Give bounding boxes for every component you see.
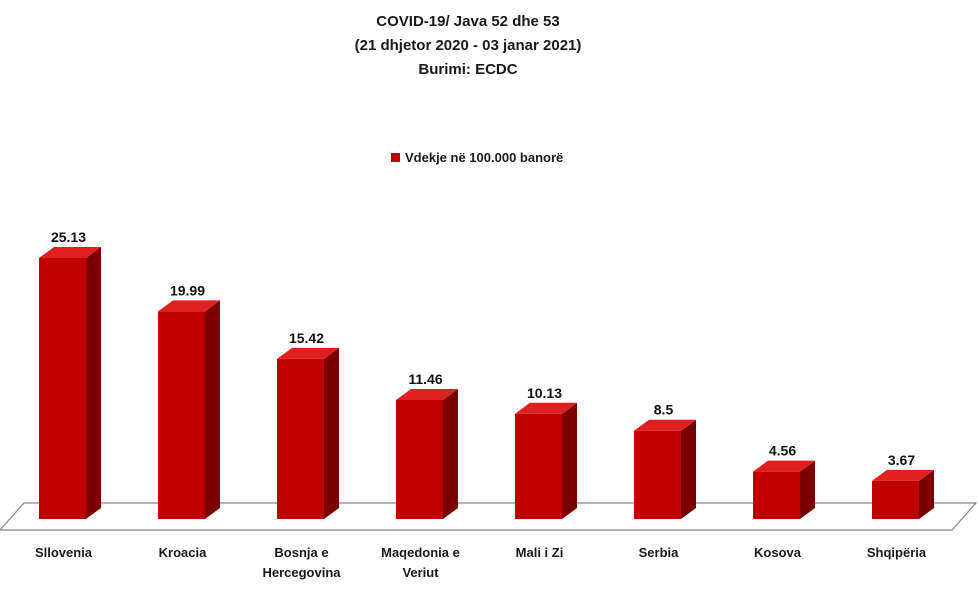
bar-front — [753, 471, 800, 519]
bar-top — [515, 402, 577, 414]
bar-series — [39, 247, 934, 519]
value-label: 19.99 — [170, 282, 205, 298]
bar-front — [158, 311, 205, 519]
bar — [396, 388, 458, 519]
category-label-line: Kroacia — [159, 545, 207, 560]
bar-front — [515, 413, 562, 519]
bar-top — [396, 388, 458, 400]
value-label: 3.67 — [888, 452, 915, 468]
bar-front — [39, 258, 86, 519]
category-label: Mali i Zi — [516, 545, 564, 560]
category-labels: Sllovenia Kroacia Bosnja e Hercegovina Maqed… — [35, 545, 927, 580]
bar-top — [277, 347, 339, 359]
legend-swatch — [391, 153, 400, 162]
bar-side — [919, 469, 934, 519]
value-label: 11.46 — [408, 371, 442, 387]
bar — [158, 300, 220, 519]
chart-title-line-3: Burimi: ECDC — [418, 61, 517, 78]
bar-top — [872, 469, 934, 481]
bar-side — [443, 388, 458, 519]
category-label-line: Kosova — [754, 545, 802, 560]
bar — [872, 469, 934, 519]
category-label: Shqipëria — [867, 545, 927, 560]
bar-top — [39, 247, 101, 258]
category-label-line: Shqipëria — [867, 545, 927, 560]
bar-front — [872, 480, 919, 519]
bar — [634, 419, 696, 519]
category-label-line: Veriut — [402, 565, 439, 580]
chart-title: COVID-19/ Java 52 dhe 53 (21 dhjetor 202… — [355, 13, 582, 78]
bar-top — [158, 300, 220, 312]
chart-legend: Vdekje në 100.000 banorë — [391, 150, 563, 165]
data-labels: 25.13 19.99 15.42 11.46 10.13 8.5 4.56 3.67 — [51, 229, 915, 468]
bar-side — [562, 402, 577, 519]
bar-top — [753, 460, 815, 472]
legend-entry-label: Vdekje në 100.000 banorë — [405, 150, 563, 165]
category-label: Sllovenia — [35, 545, 93, 560]
bar-front — [277, 358, 324, 519]
value-label: 10.13 — [527, 385, 562, 401]
category-label-line: Bosnja e — [274, 545, 328, 560]
floor-plane — [0, 502, 978, 531]
category-label-line: Serbia — [639, 545, 680, 560]
bar-side — [681, 419, 696, 519]
value-label: 25.13 — [51, 229, 86, 245]
bar-top — [634, 419, 696, 431]
category-label-line: Maqedonia e — [381, 545, 460, 560]
bar-side — [324, 347, 339, 519]
bar — [753, 460, 815, 519]
value-label: 4.56 — [769, 443, 796, 459]
category-label: Bosnja e Hercegovina — [262, 545, 341, 580]
chart-floor — [0, 502, 978, 531]
bar — [515, 402, 577, 519]
category-label: Kosova — [754, 545, 802, 560]
category-label: Maqedonia e Veriut — [381, 545, 460, 580]
category-label-line: Mali i Zi — [516, 545, 564, 560]
bar — [39, 247, 101, 519]
category-label: Kroacia — [159, 545, 207, 560]
bar-front — [396, 399, 443, 519]
value-label: 8.5 — [654, 402, 674, 418]
category-label-line: Hercegovina — [262, 565, 341, 580]
value-label: 15.42 — [289, 330, 324, 346]
category-label: Serbia — [639, 545, 680, 560]
chart-title-line-2: (21 dhjetor 2020 - 03 janar 2021) — [355, 37, 582, 54]
category-label-line: Sllovenia — [35, 545, 93, 560]
bar-front — [634, 430, 681, 519]
bar-side — [86, 247, 101, 519]
bar-side — [205, 300, 220, 519]
chart-title-line-1: COVID-19/ Java 52 dhe 53 — [376, 13, 559, 30]
bar-side — [800, 460, 815, 519]
bar — [277, 347, 339, 519]
